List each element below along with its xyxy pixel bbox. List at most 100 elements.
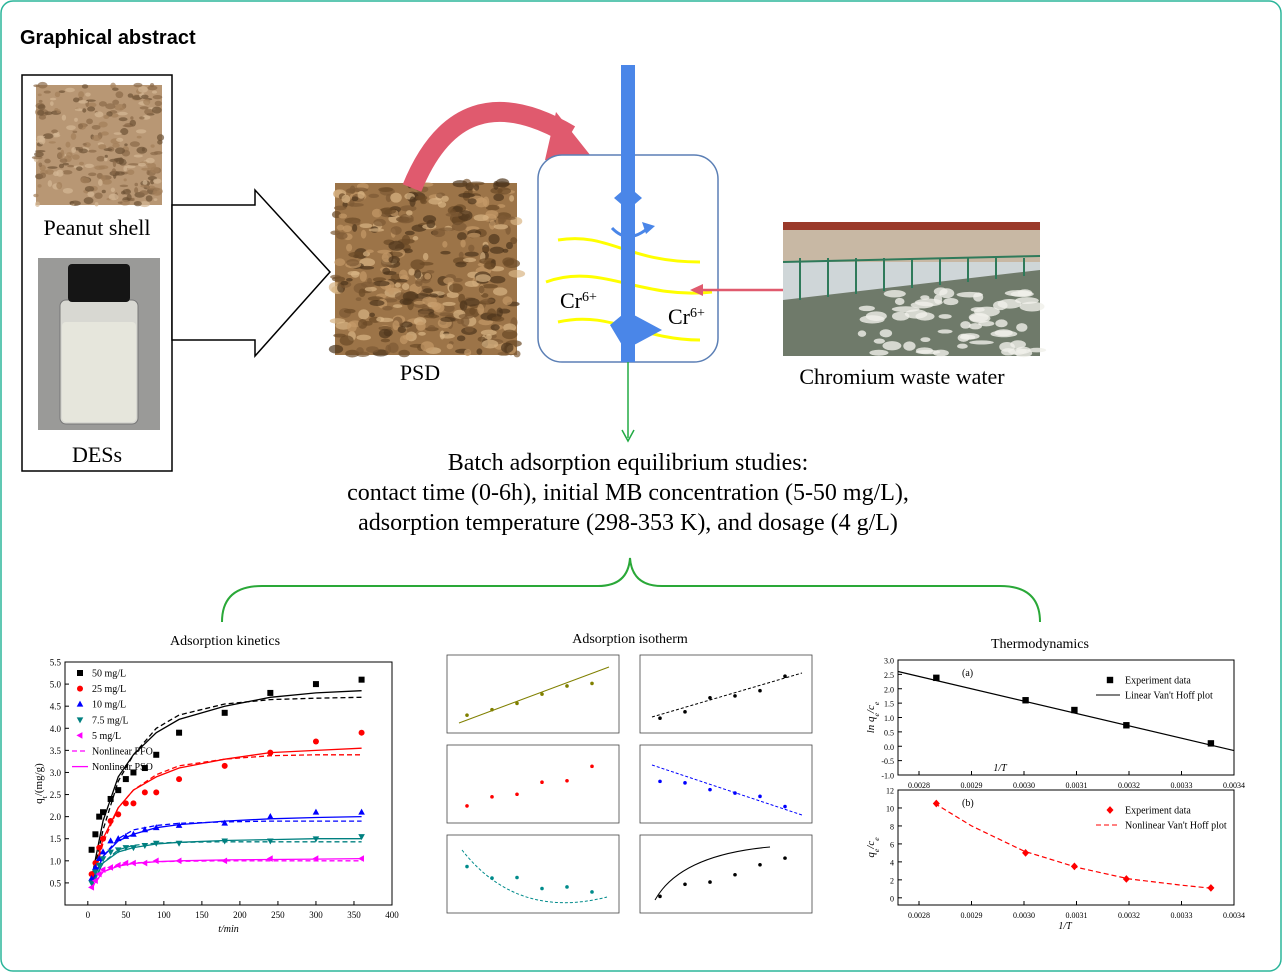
legend-label: Nonlinear Van't Hoff plot bbox=[1125, 821, 1227, 832]
legend-label: 7.5 mg/L bbox=[92, 715, 129, 726]
photo-grain bbox=[416, 322, 426, 331]
photo-grain bbox=[66, 125, 76, 130]
photo-grain bbox=[99, 165, 109, 169]
mini-point bbox=[465, 713, 469, 717]
foam bbox=[1028, 348, 1046, 353]
foam bbox=[874, 339, 885, 344]
foam bbox=[869, 350, 888, 356]
photo-grain bbox=[468, 245, 474, 252]
photo-grain bbox=[415, 279, 422, 287]
photo-grain bbox=[38, 184, 42, 188]
marker bbox=[153, 789, 159, 795]
foam bbox=[938, 329, 953, 333]
marker bbox=[115, 787, 121, 793]
photo-grain bbox=[469, 308, 476, 315]
photo-grain bbox=[426, 220, 435, 228]
photo-grain bbox=[351, 271, 360, 278]
photo-grain bbox=[128, 93, 134, 97]
x-tick-label: 0.0032 bbox=[1118, 781, 1140, 790]
photo-grain bbox=[115, 147, 125, 154]
photo-grain bbox=[372, 209, 382, 218]
photo-grain bbox=[78, 100, 88, 103]
photo-grain bbox=[497, 187, 511, 194]
photo-grain bbox=[127, 194, 132, 201]
photo-grain bbox=[50, 101, 54, 106]
mini-point bbox=[590, 765, 594, 769]
y-axis-label-part: /(mg/g) bbox=[33, 763, 45, 796]
marker bbox=[222, 710, 228, 716]
photo-grain bbox=[76, 166, 83, 171]
photo-grain bbox=[402, 235, 411, 246]
mini-point bbox=[783, 856, 787, 860]
photo-grain bbox=[136, 147, 147, 154]
photo-grain bbox=[506, 242, 513, 249]
photo-grain bbox=[86, 118, 93, 124]
photo-grain bbox=[482, 340, 499, 349]
photo-grain bbox=[120, 108, 123, 111]
photo-grain bbox=[442, 241, 447, 248]
photo-grain bbox=[379, 329, 391, 339]
photo-grain bbox=[102, 190, 106, 194]
photo-grain bbox=[143, 99, 150, 106]
photo-grain bbox=[137, 136, 142, 139]
mini-point bbox=[540, 780, 544, 784]
photo-grain bbox=[477, 304, 484, 315]
photo-grain bbox=[38, 94, 42, 97]
foam bbox=[866, 311, 887, 321]
photo-grain bbox=[66, 142, 71, 148]
mini-plot bbox=[640, 655, 812, 733]
photo-grain bbox=[388, 343, 399, 354]
photo-grain bbox=[369, 228, 384, 232]
y-tick-label: 0.5 bbox=[50, 878, 62, 888]
photo-grain bbox=[346, 244, 352, 252]
photo-grain bbox=[474, 214, 489, 221]
photo-grain bbox=[133, 83, 142, 87]
marker bbox=[222, 763, 228, 769]
mini-plot bbox=[447, 835, 619, 913]
y-axis-label-part: /c bbox=[865, 705, 877, 714]
photo-grain bbox=[155, 101, 162, 106]
x-axis-label: t/min bbox=[218, 924, 239, 935]
psd-label: PSD bbox=[400, 360, 440, 385]
photo-grain bbox=[62, 170, 72, 174]
x-tick-label: 50 bbox=[121, 910, 131, 920]
photo-grain bbox=[502, 296, 512, 305]
photo-grain bbox=[60, 158, 68, 163]
photo-grain bbox=[398, 326, 406, 333]
mini-point bbox=[758, 863, 762, 867]
photo-grain bbox=[468, 198, 477, 204]
mini-point bbox=[733, 791, 737, 795]
mini-point bbox=[490, 795, 494, 799]
photo-grain bbox=[143, 180, 148, 185]
marker bbox=[1123, 722, 1129, 728]
foam bbox=[969, 313, 989, 322]
photo-grain bbox=[35, 150, 46, 152]
photo-grain bbox=[393, 304, 402, 308]
photo-grain bbox=[442, 302, 455, 306]
mini-point bbox=[465, 804, 469, 808]
photo-grain bbox=[441, 196, 448, 202]
ion-charge: 6+ bbox=[582, 290, 597, 305]
x-tick-label: 400 bbox=[385, 910, 399, 920]
photo-grain bbox=[79, 162, 84, 166]
photo-grain bbox=[38, 162, 42, 167]
mini-point bbox=[515, 876, 519, 880]
photo-grain bbox=[429, 293, 438, 297]
photo-grain bbox=[352, 196, 359, 201]
photo-grain bbox=[116, 91, 124, 98]
marker bbox=[123, 800, 129, 806]
photo-grain bbox=[468, 233, 481, 238]
y-tick-label: -0.5 bbox=[881, 757, 894, 766]
photo-grain bbox=[378, 187, 393, 192]
photo-grain bbox=[391, 226, 402, 235]
photo-grain bbox=[360, 223, 373, 228]
x-tick-label: 150 bbox=[195, 910, 209, 920]
photo-grain bbox=[509, 195, 514, 202]
photo-grain bbox=[402, 283, 409, 290]
y-tick-label: 1.0 bbox=[884, 714, 894, 723]
photo-grain bbox=[455, 262, 466, 268]
mini-plot bbox=[640, 745, 812, 823]
y-tick-label: 2.5 bbox=[884, 671, 894, 680]
photo-grain bbox=[446, 212, 463, 217]
y-tick-label: 6 bbox=[890, 840, 894, 849]
